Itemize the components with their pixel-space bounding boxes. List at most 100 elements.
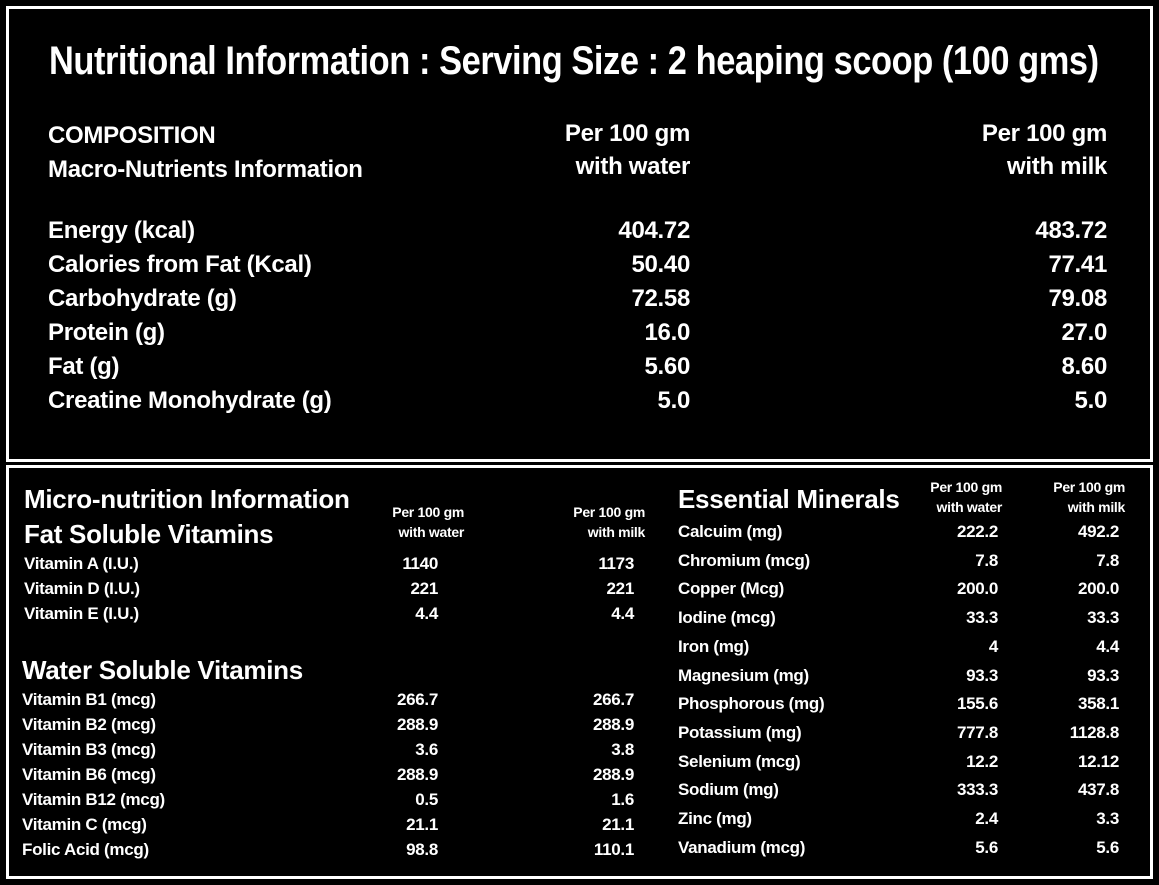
mineral-row-water-value: 222.2 [956,522,998,541]
macro-row-water-value: 72.58 [631,285,690,312]
water-vitamin-row-milk-value: 288.9 [592,715,634,734]
macro-row-milk-value: 8.60 [1061,353,1107,380]
mineral-row-label: Iron (mg) [678,636,749,656]
micro-nutrients-panel: Micro-nutrition Information Fat Soluble … [6,465,1153,879]
mineral-row-label: Iodine (mcg) [678,608,776,628]
mineral-row-water-value: 2.4 [975,809,998,828]
macro-row-label: Protein (g) [48,319,165,346]
fat-vitamin-row-label: Vitamin A (I.U.) [24,554,139,573]
micro-col-milk-line1: Per 100 gm [573,504,645,520]
mineral-row-water-value: 7.8 [975,550,998,570]
minerals-col-milk-line2: with milk [1067,499,1126,515]
water-vitamin-row-milk-value: 288.9 [592,765,634,784]
water-vitamin-row-milk-value: 1.6 [611,790,634,809]
mineral-row-water-value: 93.3 [966,665,998,685]
mineral-row-milk-value: 93.3 [1087,665,1119,685]
mineral-row-label: Sodium (mg) [678,780,779,800]
micro-col-water-header: Per 100 gm with water [392,502,464,542]
micro-col-milk-line2: with milk [587,524,646,540]
water-vitamin-row-water-value: 21.1 [406,815,438,834]
fat-vitamin-row-milk-value: 221 [606,579,635,598]
water-vitamin-row-label: Vitamin C (mcg) [22,815,147,834]
water-vitamin-row-label: Vitamin B6 (mcg) [22,765,156,784]
col-header-water-line1: Per 100 gm [564,120,690,147]
water-vitamin-row-water-value: 3.6 [415,740,438,759]
water-vitamin-row-label: Vitamin B12 (mcg) [22,790,165,809]
minerals-col-water-line2: with water [936,499,1003,515]
mineral-row-label: Zinc (mg) [678,809,752,828]
macro-row-label: Fat (g) [48,353,120,380]
mineral-row-label: Potassium (mg) [678,722,802,742]
fat-soluble-heading: Fat Soluble Vitamins [24,519,274,549]
mineral-row-water-value: 5.6 [975,837,998,857]
macro-row-milk-value: 5.0 [1074,387,1108,414]
micro-col-milk-header: Per 100 gm with milk [573,502,645,542]
minerals-col-milk-header: Per 100 gm with milk [1053,477,1125,517]
fat-vitamin-row-milk-value: 1173 [598,554,634,573]
mineral-row-label: Chromium (mcg) [678,550,810,570]
macro-row-water-value: 5.60 [644,353,690,380]
fat-vitamin-row-milk-value: 4.4 [611,604,634,623]
mineral-row-label: Calcuim (mg) [678,522,783,541]
macro-row-milk-value: 483.72 [1035,217,1107,244]
minerals-col-milk-line1: Per 100 gm [1053,479,1125,495]
mineral-row-label: Phosphorous (mg) [678,694,825,714]
micro-title: Micro-nutrition Information [24,484,350,514]
mineral-row-milk-value: 358.1 [1077,694,1119,714]
macro-row-water-value: 404.72 [618,217,690,244]
mineral-row-label: Magnesium (mg) [678,665,809,685]
macro-row-water-value: 50.40 [631,251,690,278]
macro-nutrients-panel: Nutritional Information : Serving Size :… [6,6,1153,462]
col-header-milk-line2: with milk [1007,153,1107,180]
macro-row-label: Creatine Monohydrate (g) [48,387,332,414]
mineral-row-milk-value: 200.0 [1077,579,1119,599]
mineral-row-water-value: 155.6 [956,694,998,714]
fat-vitamin-row-label: Vitamin E (I.U.) [24,604,139,623]
mineral-row-label: Copper (Mcg) [678,579,784,599]
water-vitamin-row-water-value: 266.7 [396,690,438,709]
mineral-row-milk-value: 3.3 [1096,809,1119,828]
mineral-row-milk-value: 7.8 [1096,550,1119,570]
mineral-row-water-value: 4 [988,636,998,656]
water-vitamin-row-label: Vitamin B3 (mcg) [22,740,156,759]
mineral-row-water-value: 12.2 [966,751,998,771]
col-header-water-line2: with water [575,153,691,180]
mineral-row-milk-value: 4.4 [1096,636,1119,656]
mineral-row-label: Selenium (mcg) [678,751,801,771]
water-soluble-heading: Water Soluble Vitamins [22,655,303,685]
mineral-row-milk-value: 492.2 [1077,522,1119,541]
macro-row-milk-value: 79.08 [1048,285,1107,312]
fat-vitamin-row-water-value: 4.4 [415,604,438,623]
macro-row-label: Carbohydrate (g) [48,285,237,312]
minerals-title: Essential Minerals [678,484,900,514]
mineral-row-milk-value: 1128.8 [1069,722,1120,742]
water-vitamin-row-milk-value: 3.8 [611,740,634,759]
water-vitamin-row-water-value: 288.9 [396,715,438,734]
mineral-row-water-value: 33.3 [966,608,998,628]
water-vitamin-row-water-value: 288.9 [396,765,438,784]
mineral-row-milk-value: 33.3 [1087,608,1119,628]
macro-row-milk-value: 77.41 [1048,251,1107,278]
water-vitamin-row-label: Vitamin B1 (mcg) [22,690,156,709]
mineral-row-milk-value: 5.6 [1096,837,1119,857]
water-vitamin-row-milk-value: 110.1 [593,840,634,859]
water-vitamin-row-label: Vitamin B2 (mcg) [22,715,156,734]
mineral-row-water-value: 200.0 [956,579,998,599]
minerals-col-water-line1: Per 100 gm [930,479,1002,495]
micro-col-water-line2: with water [398,524,465,540]
micro-col-water-line1: Per 100 gm [392,504,464,520]
minerals-col-water-header: Per 100 gm with water [930,477,1002,517]
col-header-milk-line1: Per 100 gm [981,120,1107,147]
mineral-row-label: Vanadium (mcg) [678,837,806,857]
macro-row-water-value: 16.0 [644,319,690,346]
mineral-row-milk-value: 12.12 [1077,751,1119,771]
macro-info-heading: Macro-Nutrients Information [48,156,363,183]
macro-row-label: Calories from Fat (Kcal) [48,251,312,278]
water-vitamin-row-water-value: 98.8 [406,840,438,859]
macro-row-milk-value: 27.0 [1061,319,1107,346]
water-vitamin-row-water-value: 0.5 [415,790,438,809]
fat-vitamin-row-water-value: 1140 [402,554,438,573]
water-vitamin-row-label: Folic Acid (mcg) [22,840,149,859]
mineral-row-water-value: 333.3 [956,780,998,800]
macro-row-label: Energy (kcal) [48,217,195,244]
